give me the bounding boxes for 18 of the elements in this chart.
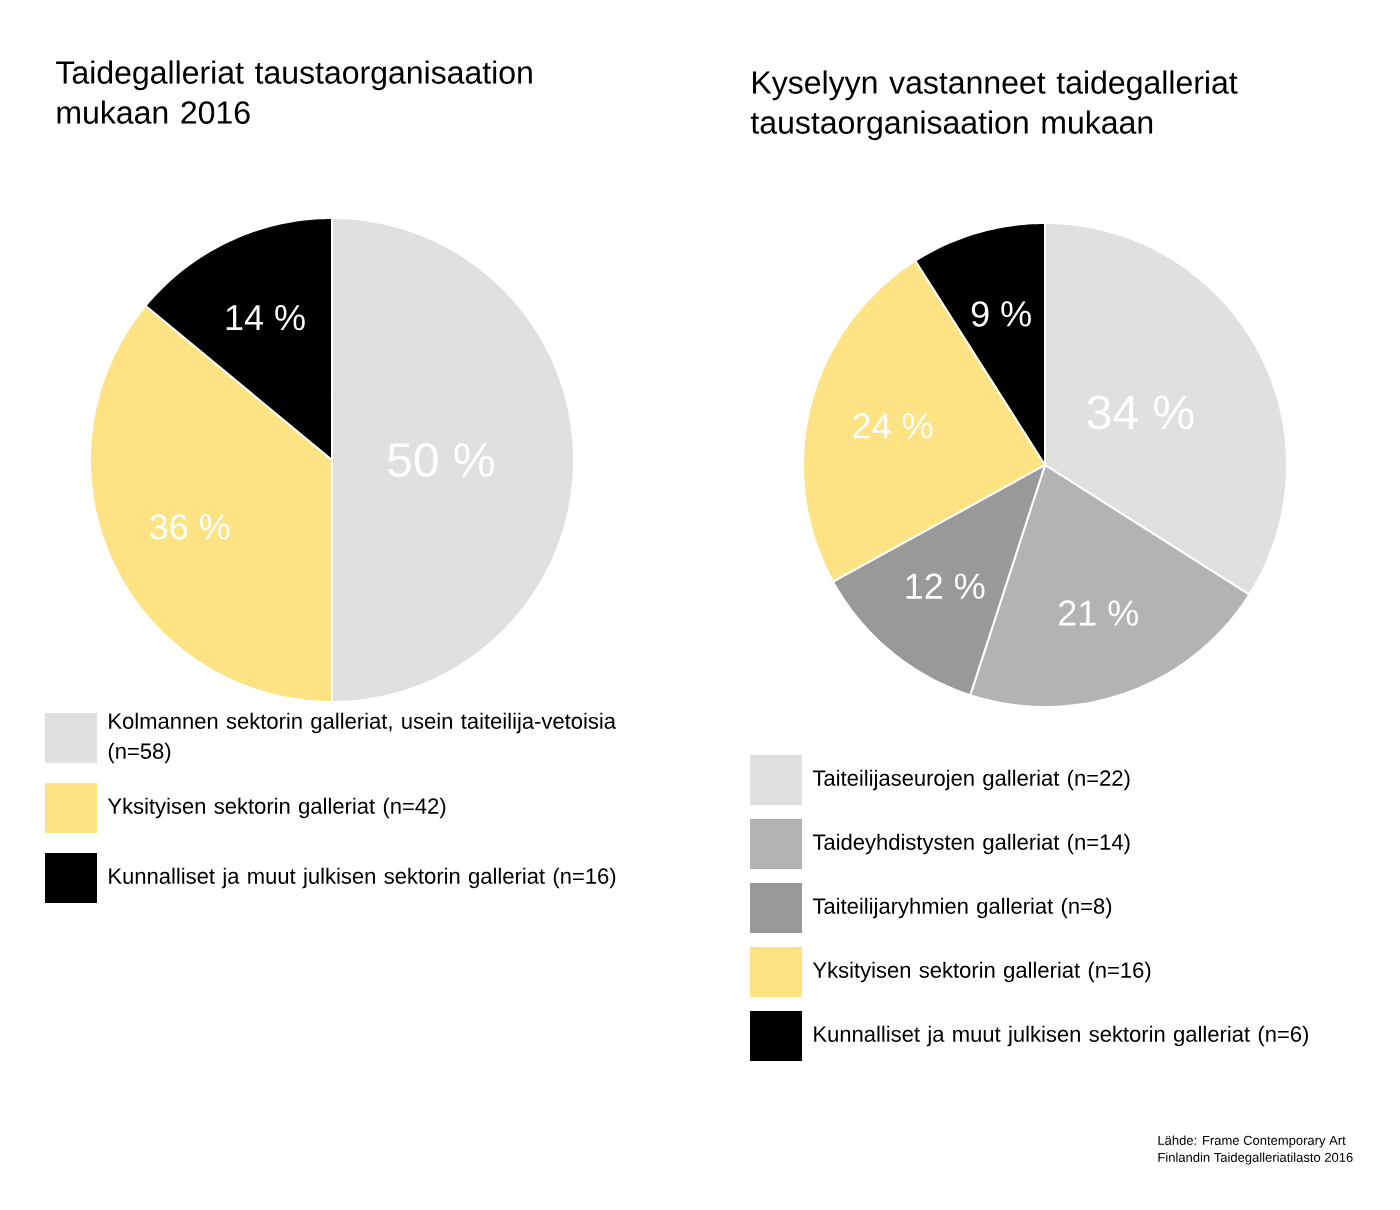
text: Finlandin Taidegalleriatilasto 2016 <box>1158 1152 1353 1165</box>
text: Lähde: Frame Contemporary Art <box>1158 1135 1346 1148</box>
data-label: 12 % <box>906 573 985 599</box>
data-label: 9 % <box>971 301 1031 327</box>
data-label: 24 % <box>853 413 933 439</box>
chart-title: Kyselyyn vastanneet taidegalleriat taustaorganisaation mukaan <box>750 70 1238 141</box>
chart-title: Taidegalleriat taustaorganisaation mukaan 2016 <box>56 60 532 124</box>
legend-label: Kolmannen sektorin galleriat, usein taiteilija-vetoisia (n=58) <box>108 712 616 764</box>
legend-label: Kunnalliset ja muut julkisen sektorin galleriat (n=6) <box>814 1025 1309 1047</box>
legend-label: Yksityisen sektorin galleriat (n=42) <box>107 797 446 819</box>
data-label: 21 % <box>1059 600 1139 626</box>
legend-label: Taiteilijaseurojen galleriat (n=22) <box>812 769 1130 791</box>
legend-label: Taiteilijaryhmien galleriat (n=8) <box>812 897 1112 919</box>
data-label: 14 % <box>226 305 305 331</box>
legend-label: Taideyhdistysten galleriat (n=14) <box>812 833 1130 855</box>
legend-label: Yksityisen sektorin galleriat (n=16) <box>812 961 1151 983</box>
data-label: 36 % <box>150 514 230 540</box>
legend-label: Kunnalliset ja muut julkisen sektorin galleriat (n=16) <box>109 867 616 889</box>
